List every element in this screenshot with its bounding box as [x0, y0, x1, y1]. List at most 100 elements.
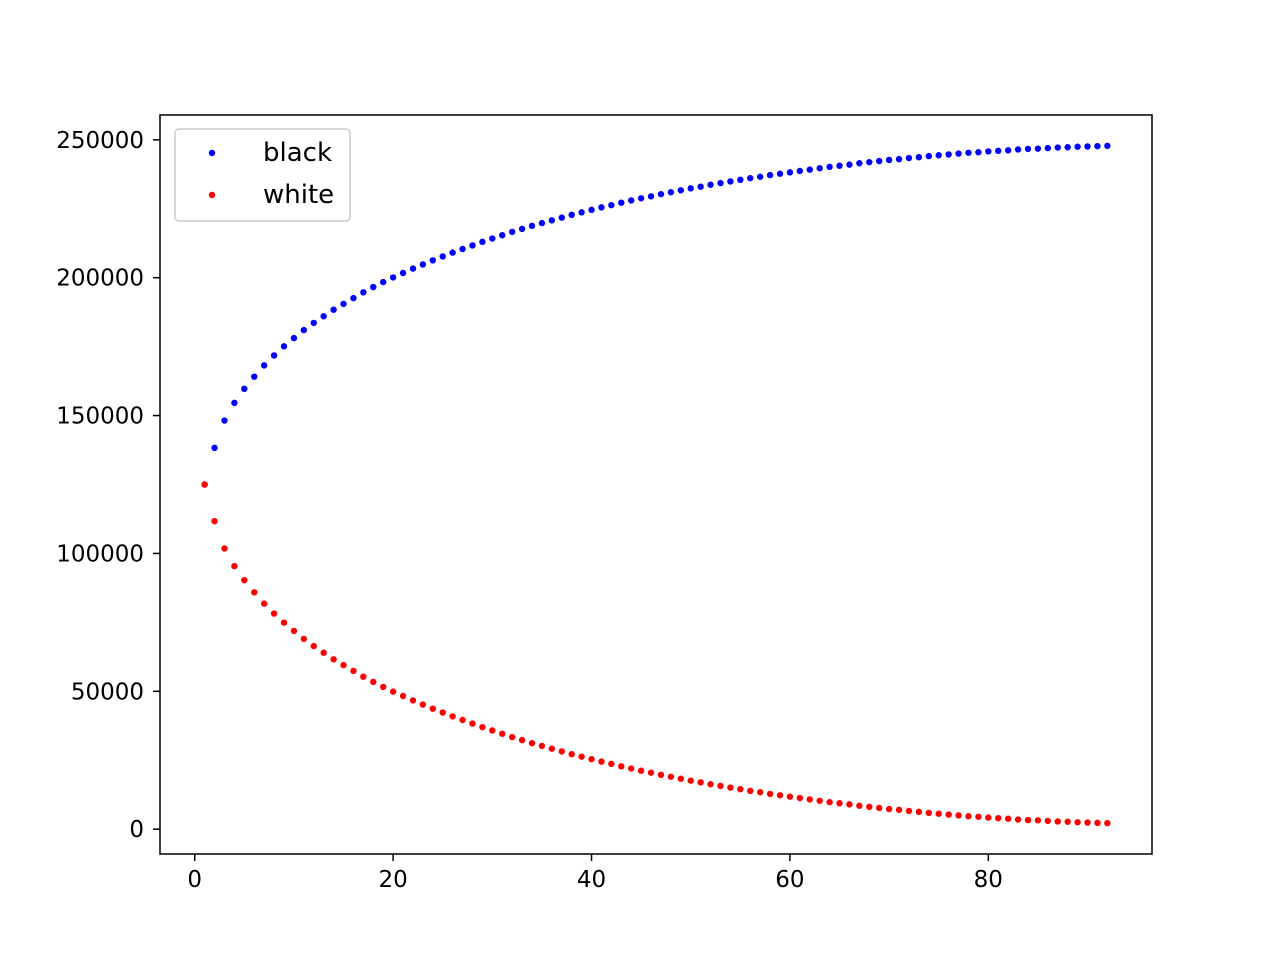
point-black-91	[1094, 142, 1101, 150]
point-white-18	[370, 678, 377, 686]
point-black-42	[608, 201, 615, 209]
point-white-48	[667, 773, 675, 780]
point-white-83	[1014, 816, 1022, 823]
point-black-10	[290, 334, 298, 342]
point-black-39	[578, 209, 585, 216]
point-white-81	[995, 814, 1002, 822]
point-white-85	[1034, 817, 1042, 824]
point-white-29	[479, 723, 486, 731]
point-black-21	[399, 269, 407, 277]
point-black-29	[479, 238, 486, 246]
point-white-16	[350, 667, 357, 675]
point-white-70	[885, 805, 893, 813]
point-black-76	[945, 151, 952, 158]
point-white-21	[399, 692, 407, 700]
point-black-37	[558, 214, 565, 221]
point-black-59	[776, 170, 784, 177]
point-white-53	[717, 782, 724, 790]
legend: black white	[174, 128, 351, 222]
point-white-78	[965, 813, 972, 820]
point-white-37	[558, 748, 565, 755]
point-black-32	[508, 228, 516, 236]
point-black-19	[380, 278, 387, 286]
legend-marker-black	[208, 149, 216, 157]
point-black-5	[241, 385, 248, 393]
plot-frame	[159, 114, 1153, 855]
point-white-50	[687, 777, 694, 784]
point-black-86	[1044, 144, 1052, 152]
point-black-83	[1014, 146, 1022, 153]
point-black-41	[598, 204, 605, 211]
point-black-46	[647, 193, 655, 200]
point-black-27	[459, 245, 466, 253]
y-tick-label-200000: 200000	[56, 266, 144, 292]
point-black-79	[975, 149, 982, 156]
y-tick-label-100000: 100000	[56, 541, 144, 567]
x-tick-label-80: 80	[974, 867, 1003, 893]
point-white-62	[806, 796, 813, 803]
point-white-9	[280, 619, 288, 626]
point-black-45	[637, 195, 645, 202]
point-white-38	[568, 750, 575, 758]
point-black-2	[211, 444, 218, 452]
legend-marker-white	[208, 191, 216, 199]
point-white-39	[578, 753, 585, 760]
point-white-24	[429, 705, 436, 712]
point-black-90	[1084, 143, 1091, 150]
point-white-43	[618, 763, 625, 770]
point-black-18	[370, 283, 377, 291]
point-black-68	[866, 158, 873, 166]
point-black-78	[965, 149, 972, 156]
point-black-14	[330, 306, 337, 313]
point-black-38	[568, 211, 575, 219]
point-black-3	[221, 417, 228, 424]
point-black-61	[796, 167, 804, 175]
point-black-84	[1024, 145, 1032, 153]
point-black-44	[628, 197, 635, 204]
point-white-22	[409, 697, 417, 704]
point-white-2	[211, 517, 218, 525]
point-black-53	[717, 179, 724, 187]
point-white-82	[1004, 815, 1012, 822]
point-white-76	[945, 811, 952, 818]
point-black-72	[905, 154, 913, 162]
point-black-67	[856, 160, 863, 167]
point-black-17	[360, 289, 367, 296]
point-white-14	[330, 656, 337, 663]
y-tick-label-250000: 250000	[56, 128, 144, 154]
point-black-9	[280, 343, 288, 350]
point-white-5	[241, 576, 248, 584]
point-black-26	[449, 249, 456, 256]
point-white-19	[380, 683, 387, 691]
point-white-77	[955, 812, 962, 819]
point-white-7	[260, 600, 268, 607]
point-black-51	[697, 183, 704, 190]
point-white-71	[895, 806, 903, 814]
point-white-15	[340, 661, 347, 669]
point-white-27	[459, 716, 466, 724]
point-black-70	[885, 156, 893, 164]
point-white-25	[439, 709, 446, 716]
point-white-10	[290, 627, 298, 635]
point-white-1	[201, 481, 208, 488]
point-white-32	[508, 733, 516, 741]
point-white-57	[756, 789, 764, 796]
point-white-59	[776, 792, 784, 799]
point-black-73	[915, 153, 923, 161]
point-black-49	[677, 187, 684, 194]
point-black-58	[766, 171, 774, 179]
point-white-90	[1084, 819, 1091, 826]
legend-label-black: black	[263, 138, 332, 168]
point-white-49	[677, 775, 684, 782]
point-white-79	[975, 813, 982, 820]
point-white-23	[419, 701, 427, 708]
point-black-24	[429, 257, 436, 264]
point-black-28	[469, 242, 476, 249]
point-white-84	[1024, 816, 1032, 824]
x-tick-label-40: 40	[577, 867, 606, 893]
point-white-3	[221, 545, 228, 552]
point-white-75	[935, 810, 942, 817]
point-white-33	[518, 736, 526, 744]
point-black-6	[251, 373, 258, 380]
point-white-46	[647, 769, 655, 776]
